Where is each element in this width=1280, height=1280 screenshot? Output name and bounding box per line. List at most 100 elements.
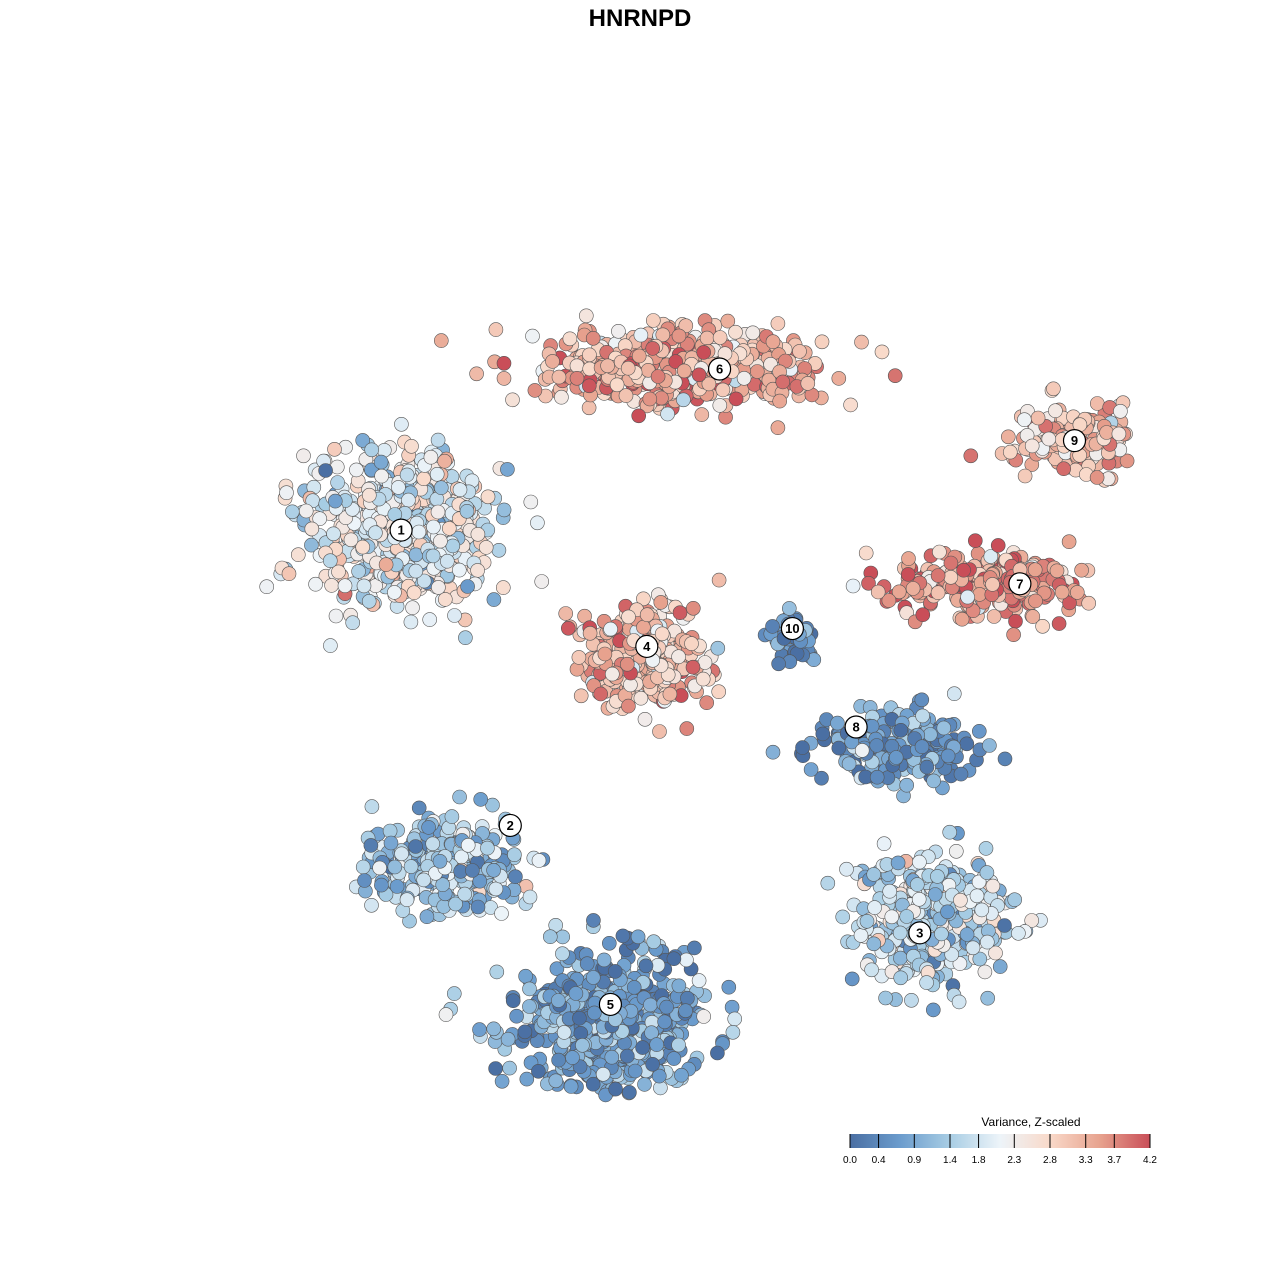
cell-point <box>930 568 946 583</box>
cell-point <box>710 1045 725 1061</box>
cell-point <box>979 934 995 950</box>
cell-point <box>489 964 505 980</box>
cell-point <box>586 913 601 928</box>
cell-point <box>639 607 655 623</box>
cell-point <box>425 836 441 852</box>
cell-point <box>416 872 432 888</box>
cell-point <box>328 608 344 624</box>
cell-point <box>956 562 971 578</box>
cell-point <box>725 1025 741 1040</box>
cell-point <box>687 940 702 956</box>
cell-point <box>597 646 613 662</box>
cell-point <box>423 449 439 465</box>
cluster-label-text: 8 <box>852 720 859 735</box>
cell-point <box>1089 470 1105 485</box>
cell-point <box>631 408 647 424</box>
cell-point <box>408 563 424 579</box>
cell-point <box>930 869 945 884</box>
cell-point <box>979 865 995 880</box>
cell-point <box>711 684 727 700</box>
cell-point <box>550 993 566 1008</box>
cell-point <box>604 666 620 682</box>
cell-point <box>657 1014 672 1030</box>
cell-point <box>985 878 1001 894</box>
cell-point <box>671 649 686 665</box>
cell-point <box>522 889 538 905</box>
cell-point <box>727 1011 743 1027</box>
cell-point <box>927 887 943 902</box>
cell-point <box>364 799 380 814</box>
cluster-label-9: 9 <box>1062 429 1087 453</box>
cell-point <box>399 467 415 483</box>
cell-point <box>771 656 786 672</box>
cell-point <box>578 308 594 324</box>
cell-point <box>595 1067 611 1082</box>
cell-point <box>465 863 480 878</box>
cell-point <box>781 601 797 616</box>
cell-point <box>1007 892 1023 908</box>
cell-point <box>659 999 674 1015</box>
cell-point <box>296 448 311 464</box>
cell-point <box>736 370 752 386</box>
cell-point <box>458 630 473 646</box>
cell-point <box>496 371 512 386</box>
cell-point <box>406 585 422 601</box>
cell-point <box>712 398 728 413</box>
cell-point <box>312 511 328 527</box>
cell-point <box>990 538 1006 553</box>
cell-point <box>620 360 636 376</box>
cell-point <box>745 325 761 341</box>
cell-point <box>1119 453 1135 469</box>
cell-point <box>304 521 320 537</box>
cell-point <box>579 956 595 972</box>
cell-point <box>882 883 898 899</box>
cell-point <box>676 363 692 379</box>
cell-point <box>1061 534 1077 550</box>
cell-point <box>660 406 675 422</box>
cell-point <box>363 838 379 853</box>
cluster-label-badge <box>1062 429 1087 453</box>
cell-point <box>433 333 449 348</box>
cell-point <box>331 564 346 580</box>
cell-point <box>437 592 453 607</box>
cell-point <box>881 593 897 608</box>
cell-point <box>432 853 448 869</box>
cell-point <box>619 1048 635 1064</box>
cell-point <box>361 593 377 609</box>
cell-point <box>364 442 380 458</box>
cell-point <box>345 615 361 631</box>
cell-point <box>831 371 847 386</box>
cluster-label-3: 3 <box>908 921 932 945</box>
cell-point <box>986 609 1002 624</box>
cell-point <box>603 621 618 637</box>
cell-point <box>491 542 507 558</box>
cell-point <box>911 891 927 907</box>
cell-point <box>1048 403 1063 419</box>
cell-point <box>416 573 432 589</box>
cell-point <box>951 994 967 1010</box>
cell-point <box>472 873 488 889</box>
cell-point <box>912 854 927 870</box>
cell-point <box>548 1073 564 1089</box>
cell-point <box>457 886 473 902</box>
cell-point <box>1024 913 1039 928</box>
cell-point <box>572 1010 587 1026</box>
cell-point <box>445 538 461 554</box>
cell-point <box>672 605 688 621</box>
cell-point <box>932 544 947 560</box>
color-legend: Variance, Z-scaled 0.0 0.4 0.9 1.4 1.8 2.3 2.8… <box>843 1115 1157 1166</box>
cell-point <box>284 504 300 520</box>
cell-point <box>728 324 743 340</box>
cell-point <box>622 1085 637 1100</box>
cell-point <box>551 369 567 385</box>
cell-point <box>527 383 543 398</box>
cell-point <box>953 766 969 782</box>
cell-point <box>940 748 956 764</box>
cell-point <box>922 727 938 742</box>
cluster-label-7: 7 <box>1008 572 1032 596</box>
cluster-label-4: 4 <box>635 634 659 659</box>
cell-point <box>508 869 523 885</box>
cell-point <box>974 902 990 918</box>
cell-point <box>666 1051 682 1066</box>
cell-point <box>650 369 666 384</box>
